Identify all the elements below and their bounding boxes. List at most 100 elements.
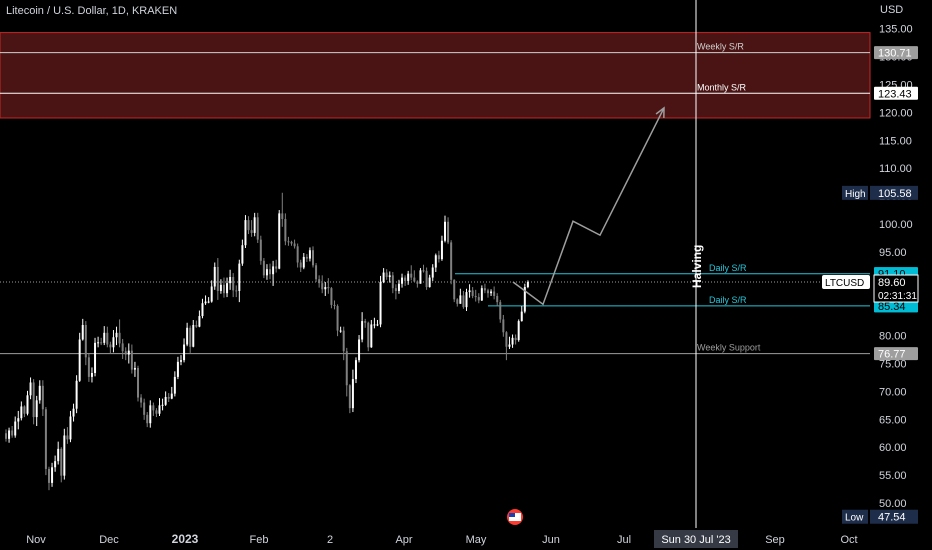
candle-body [44, 409, 47, 469]
x-tick-label: Apr [395, 534, 412, 546]
candle-body [109, 344, 112, 348]
candle-body [17, 418, 20, 422]
candle-body [161, 404, 164, 406]
candle-body [143, 402, 146, 415]
level-label: Daily S/R [709, 263, 747, 273]
candle-body [348, 385, 351, 409]
low-value-bg [870, 509, 918, 524]
candle-body [20, 406, 23, 419]
candle-body [520, 311, 523, 322]
level-price-tag [874, 86, 918, 100]
candle-body [486, 290, 489, 294]
last-price-tag [873, 274, 919, 303]
level-price-tag [874, 46, 918, 60]
candle-body [176, 361, 179, 377]
candle-body [358, 339, 361, 361]
candle-body [189, 327, 192, 347]
candle-body [87, 357, 90, 377]
candle-body [333, 304, 336, 307]
candle-body [198, 316, 201, 327]
candle-body [204, 301, 207, 304]
candle-body [447, 221, 450, 243]
level-label: Weekly Support [697, 343, 761, 353]
candle-body [444, 221, 447, 241]
candle-body [278, 213, 281, 269]
candle-body [450, 242, 453, 280]
candle-body [351, 379, 354, 409]
x-tick-label: 2023 [172, 532, 199, 546]
candle-body [32, 382, 35, 418]
candle-body [299, 262, 302, 268]
candle-body [106, 332, 109, 345]
candle-body [272, 266, 275, 275]
candle-body [468, 290, 471, 293]
level-price-tag-text: 123.43 [878, 88, 912, 100]
candle-body [523, 287, 526, 312]
level-label: Daily S/R [709, 295, 747, 305]
candle-body [477, 297, 480, 301]
candle-body [293, 243, 296, 247]
candle-body [155, 410, 158, 414]
candle-body [94, 342, 97, 373]
candle-body [324, 287, 327, 290]
candle-body [511, 337, 514, 345]
candle-body [508, 344, 511, 347]
chart-title: Litecoin / U.S. Dollar, 1D, KRAKEN [6, 5, 178, 17]
low-value: 47.54 [878, 512, 906, 524]
y-tick-label: 70.00 [879, 386, 907, 398]
candle-body [262, 260, 265, 276]
candle-body [296, 246, 299, 263]
resistance-zone [0, 32, 871, 119]
us-flag-icon-canton [509, 513, 515, 517]
y-tick-label: 115.00 [879, 135, 912, 147]
candle-body [167, 396, 170, 399]
candle-body [38, 385, 41, 401]
candle-body [345, 351, 348, 386]
candle-body [14, 421, 17, 436]
symbol-tag [822, 275, 870, 290]
candle-body [186, 327, 189, 345]
candle-body [379, 282, 382, 325]
candle-body [453, 279, 456, 300]
candle-body [152, 405, 155, 411]
candle-body [480, 288, 483, 301]
level-price-tag-text: 76.77 [878, 349, 906, 361]
high-label: High [845, 189, 866, 200]
candle-body [318, 279, 321, 284]
candle-body [327, 287, 330, 289]
candle-body [410, 273, 413, 278]
candle-body [235, 290, 238, 292]
candle-body [8, 430, 11, 439]
candle-body [112, 337, 115, 348]
candle-body [397, 283, 400, 291]
y-tick-label: 100.00 [879, 219, 913, 231]
level-label: Monthly S/R [697, 82, 747, 92]
candle-body [170, 393, 173, 399]
candle-body [250, 230, 253, 233]
candle-body [238, 263, 241, 291]
candle-body [281, 213, 284, 219]
candle-body [195, 324, 198, 327]
candle-body [164, 396, 167, 405]
candle-body [493, 291, 496, 296]
candle-body [305, 256, 308, 259]
candle-body [265, 269, 268, 276]
candle-body [321, 283, 324, 290]
x-tick-label: Dec [99, 534, 119, 546]
candle-body [84, 324, 87, 358]
candle-body [5, 433, 7, 439]
candle-body [388, 275, 391, 278]
x-tick-label: Sep [765, 534, 785, 546]
candle-body [100, 342, 103, 344]
candle-body [66, 435, 69, 440]
candle-body [140, 397, 143, 403]
candle-body [35, 400, 38, 418]
candle-body [133, 367, 136, 370]
level-price-tag-text: 85.34 [878, 301, 906, 313]
candle-body [207, 301, 210, 303]
candle-body [483, 288, 486, 291]
candle-body [407, 273, 410, 281]
candle-body [216, 266, 219, 291]
candle-body [244, 220, 247, 246]
